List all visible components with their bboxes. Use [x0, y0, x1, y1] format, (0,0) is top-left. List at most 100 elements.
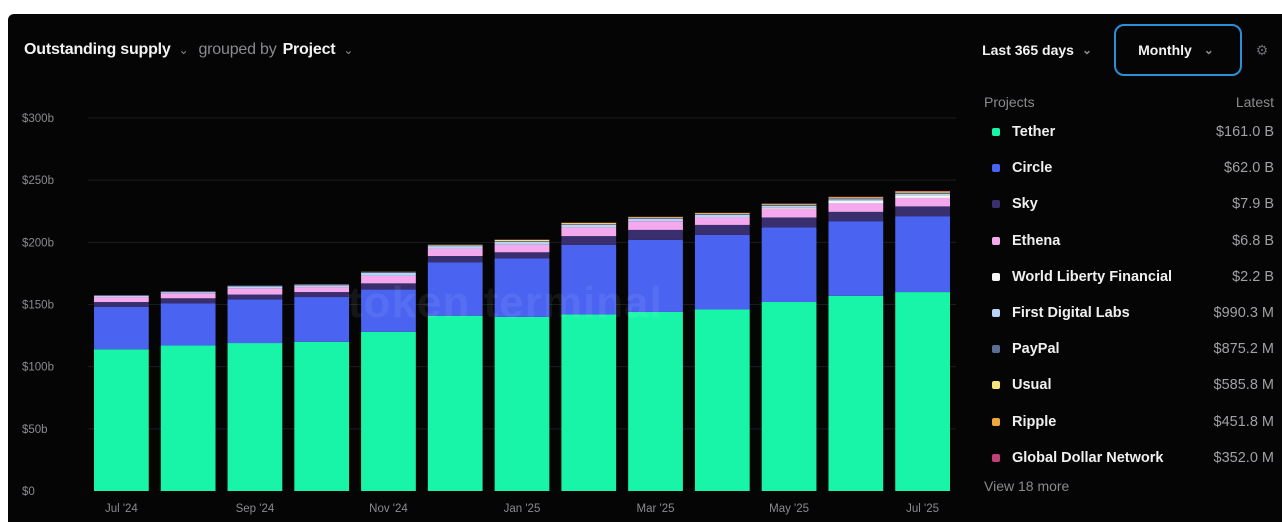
metric-selector[interactable]: Outstanding supply — [24, 41, 171, 58]
x-tick-label: May '25 — [769, 503, 809, 515]
legend-item-name: Ethena — [1012, 232, 1061, 249]
watermark: token terminal — [348, 278, 663, 327]
grouped-by-label: grouped by — [198, 41, 277, 58]
bar-segment — [227, 294, 283, 300]
legend-item[interactable]: Tether $161.0 B — [984, 114, 1274, 150]
bar-segment — [895, 206, 950, 217]
bar-segment — [761, 204, 817, 205]
bar-segment — [561, 224, 617, 225]
legend-item[interactable]: Sky $7.9 B — [984, 186, 1274, 222]
legend-item-value: $990.3 M — [1213, 305, 1274, 322]
legend-item[interactable]: PayPal $875.2 M — [984, 331, 1274, 367]
bar-segment — [694, 309, 750, 491]
bar-segment — [160, 298, 216, 304]
stacked-bar-chart: $0 $50b $100b $150b $200b $250b $300b Jul '24 Se… — [22, 113, 956, 515]
y-tick-label: $50b — [22, 424, 48, 436]
bar-segment — [494, 241, 550, 242]
bar-segment — [160, 345, 216, 491]
bar-segment — [828, 199, 884, 201]
legend-item-value: $875.2 M — [1213, 341, 1274, 358]
bar-segment — [227, 288, 283, 295]
view-more-link[interactable]: View 18 more — [984, 477, 1070, 494]
bar-segment — [494, 316, 550, 491]
bar-segment — [160, 293, 216, 299]
legend-swatch — [992, 381, 1000, 390]
bar-segment — [561, 244, 617, 315]
bar-segment — [828, 203, 884, 212]
bar-segment — [160, 303, 216, 346]
bar-segment — [694, 234, 750, 310]
bar-segment — [361, 275, 416, 284]
bar-segment — [561, 236, 617, 245]
bar-segment — [895, 292, 950, 491]
bar-segment — [294, 287, 350, 293]
legend-item-value: $352.0 M — [1213, 449, 1274, 466]
bar-segment — [294, 341, 350, 491]
chart-panel: Outstanding supply ⌄ grouped by Project … — [8, 14, 1282, 522]
legend-item-name: Sky — [1012, 196, 1038, 213]
bar-segment — [94, 297, 149, 303]
chevron-down-icon[interactable]: ⌄ — [343, 43, 354, 57]
bar-segment — [828, 295, 884, 491]
chevron-down-icon[interactable]: ⌄ — [178, 43, 189, 57]
bar-segment — [94, 295, 149, 298]
x-tick-label: Mar '25 — [637, 503, 675, 515]
bar-segment — [494, 241, 550, 245]
bar-segment — [761, 204, 817, 206]
legend-swatch — [992, 128, 1000, 137]
bar-segment — [294, 284, 350, 286]
bar-segment — [294, 285, 350, 288]
bar-segment — [160, 292, 216, 294]
x-tick-label: Nov '24 — [369, 503, 408, 515]
bar-segment — [628, 311, 683, 491]
legend-item[interactable]: Usual $585.8 M — [984, 367, 1274, 403]
chart-controls: Last 365 days ⌄ Monthly ⌄ ⚙ — [974, 24, 1272, 76]
legend-item-value: $451.8 M — [1213, 413, 1274, 430]
bar-segment — [895, 216, 950, 293]
chevron-down-icon: ⌄ — [1203, 43, 1214, 57]
legend-item[interactable]: World Liberty Financial $2.2 B — [984, 259, 1274, 295]
bar-segment — [427, 248, 483, 257]
bar-segment — [227, 285, 283, 287]
bar-segment — [628, 217, 683, 218]
bar-segment — [694, 217, 750, 225]
legend-item-name: PayPal — [1012, 341, 1060, 358]
legend-item[interactable]: First Digital Labs $990.3 M — [984, 295, 1274, 331]
group-selector[interactable]: Project — [282, 41, 336, 58]
bar-segment — [828, 197, 884, 199]
legend-swatch — [992, 164, 1000, 173]
bar-segment — [628, 218, 683, 222]
bar-segment — [628, 221, 683, 230]
legend-col-latest: Latest — [1235, 94, 1274, 110]
legend-col-projects: Projects — [984, 94, 1035, 110]
bar-segment — [427, 256, 483, 263]
date-range-button[interactable]: Last 365 days ⌄ — [974, 42, 1104, 58]
legend-item[interactable]: Global Dollar Network $352.0 M — [984, 440, 1274, 476]
chart-title-bar: Outstanding supply ⌄ grouped by Project … — [24, 41, 357, 59]
bar-segment — [628, 229, 683, 240]
bar-segment — [160, 291, 216, 293]
legend-item[interactable]: Circle $62.0 B — [984, 150, 1274, 186]
gear-icon[interactable]: ⚙ — [1255, 41, 1269, 58]
bar-segment — [94, 302, 149, 307]
date-range-label: Last 365 days — [982, 42, 1074, 58]
bar-segment — [361, 272, 416, 276]
legend-item-name: Usual — [1012, 377, 1052, 394]
legend-item[interactable]: Ethena $6.8 B — [984, 223, 1274, 259]
granularity-button[interactable]: Monthly ⌄ — [1114, 24, 1242, 76]
legend-item-value: $161.0 B — [1215, 124, 1274, 141]
legend-item[interactable]: Ripple $451.8 M — [984, 404, 1274, 440]
legend-swatch — [992, 272, 1000, 281]
bar-segment — [427, 315, 483, 491]
y-tick-label: $150b — [22, 300, 54, 312]
bar-segment — [494, 239, 550, 242]
bar-segment — [561, 224, 617, 228]
bar-segment — [828, 211, 884, 222]
bar-segment — [895, 192, 950, 194]
legend-item-name: Ripple — [1012, 413, 1057, 430]
legend-item-name: Circle — [1012, 160, 1053, 177]
bar-segment — [427, 244, 483, 246]
legend-rows: Tether $161.0 B Circle $62.0 B Sky $7.9 B Ethe… — [984, 114, 1274, 476]
bar-segment — [361, 289, 416, 332]
bar-segment — [694, 224, 750, 235]
